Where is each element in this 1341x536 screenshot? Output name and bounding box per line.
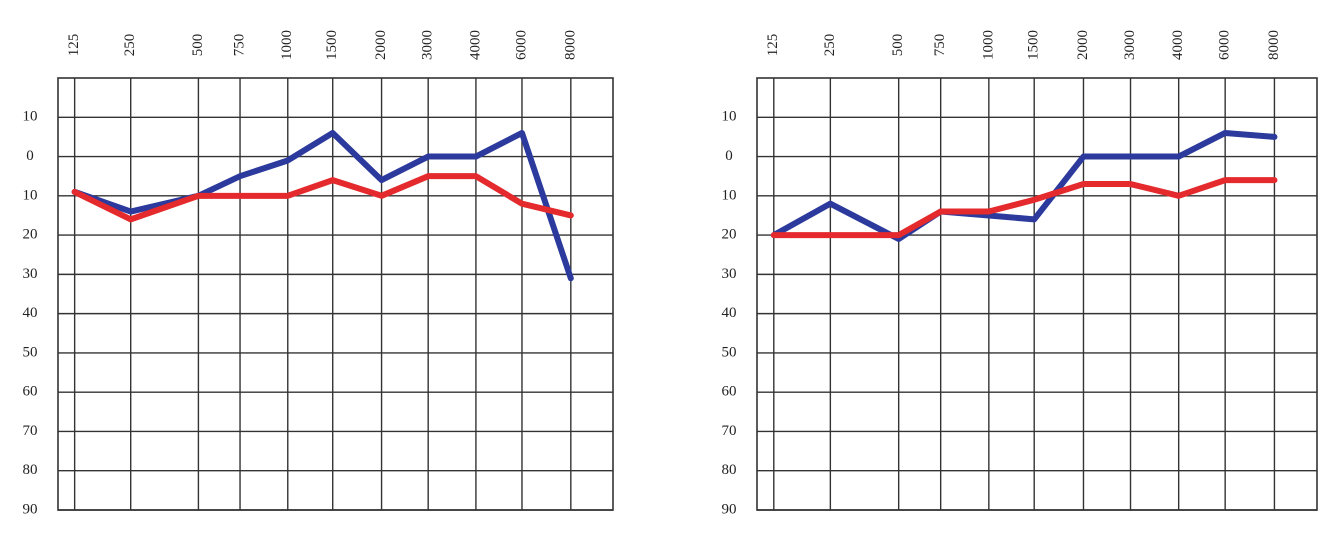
x-tick-label: 2000 — [1075, 30, 1091, 60]
y-tick-label: 50 — [722, 344, 737, 360]
x-tick-label: 500 — [890, 34, 906, 57]
x-tick-label: 4000 — [1170, 30, 1186, 60]
x-tick-label: 8000 — [562, 30, 578, 60]
y-tick-label: 10 — [23, 187, 38, 203]
x-tick-label: 2000 — [373, 30, 389, 60]
x-tick-label: 1000 — [279, 30, 295, 60]
y-tick-label: 80 — [722, 462, 737, 478]
y-tick-label: 10 — [23, 109, 38, 125]
x-tick-label: 3000 — [1122, 30, 1138, 60]
y-tick-label: 30 — [23, 266, 38, 282]
y-tick-label: 70 — [722, 423, 737, 439]
y-tick-label: 0 — [725, 148, 733, 164]
x-tick-label: 125 — [765, 34, 781, 57]
x-tick-label: 1000 — [980, 30, 996, 60]
x-tick-label: 500 — [190, 34, 206, 57]
series-line — [770, 177, 1278, 239]
series-line — [770, 129, 1278, 243]
x-tick-label: 6000 — [1217, 30, 1233, 60]
y-tick-label: 30 — [722, 266, 737, 282]
y-tick-label: 60 — [23, 384, 38, 400]
y-tick-label: 10 — [722, 109, 737, 125]
x-tick-label: 8000 — [1266, 30, 1282, 60]
x-tick-label: 250 — [122, 34, 138, 57]
x-tick-label: 3000 — [420, 30, 436, 60]
plot-frame — [57, 77, 614, 511]
y-tick-label: 0 — [26, 148, 34, 164]
y-tick-label: 10 — [722, 187, 737, 203]
x-tick-label: 125 — [66, 34, 82, 57]
y-tick-label: 90 — [722, 501, 737, 517]
x-tick-label: 1500 — [1026, 30, 1042, 60]
y-tick-label: 40 — [23, 305, 38, 321]
y-tick-label: 50 — [23, 344, 38, 360]
y-tick-label: 20 — [23, 227, 38, 243]
y-tick-label: 60 — [722, 384, 737, 400]
x-tick-label: 750 — [932, 34, 948, 57]
series-line — [71, 129, 574, 282]
x-tick-label: 4000 — [467, 30, 483, 60]
y-tick-label: 20 — [722, 227, 737, 243]
x-tick-label: 250 — [822, 34, 838, 57]
x-tick-label: 6000 — [513, 30, 529, 60]
plot-frame — [756, 77, 1318, 511]
y-tick-label: 70 — [23, 423, 38, 439]
series-line — [71, 173, 574, 223]
x-tick-label: 750 — [231, 34, 247, 57]
y-tick-label: 40 — [722, 305, 737, 321]
y-tick-label: 80 — [23, 462, 38, 478]
x-tick-label: 1500 — [324, 30, 340, 60]
y-tick-label: 90 — [23, 501, 38, 517]
